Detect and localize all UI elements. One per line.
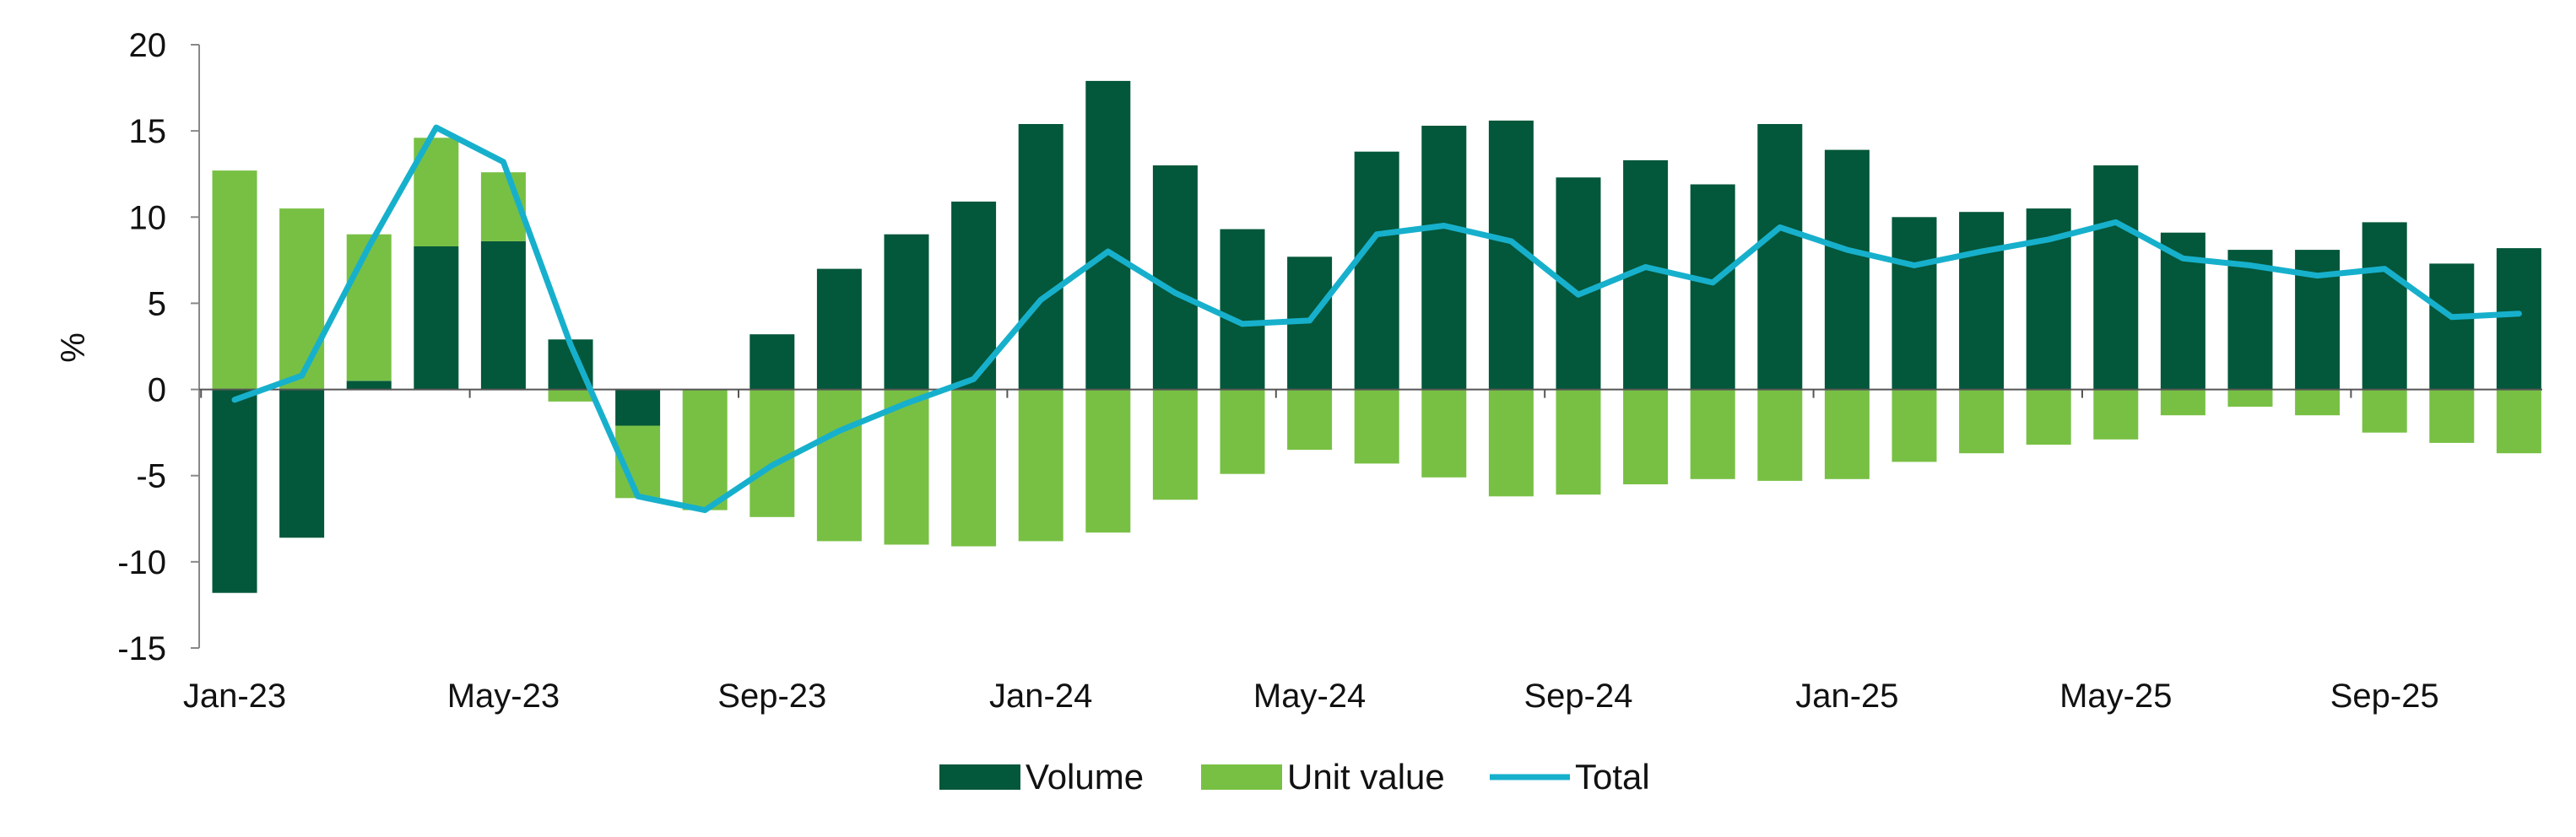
y-axis-title: % (55, 332, 92, 363)
x-tick-label: Sep-23 (717, 678, 826, 715)
x-tick-label: May-23 (447, 678, 560, 715)
y-tick-label: 0 (148, 372, 166, 409)
bar-unit-value-may-24 (1287, 389, 1333, 451)
bar-unit-value-oct-23 (816, 389, 862, 542)
bar-unit-value-jun-23 (548, 389, 593, 402)
bar-unit-value-may-25 (2093, 389, 2139, 440)
legend-label-total: Total (1575, 757, 1650, 796)
bar-unit-value-sep-25 (2362, 389, 2407, 433)
bar-volume-feb-24 (1085, 80, 1131, 390)
bar-volume-jan-24 (1018, 124, 1063, 390)
bar-volume-oct-25 (2429, 263, 2475, 390)
legend: Volume Unit value Total (939, 757, 1650, 796)
x-tick-label: Sep-24 (1524, 678, 1633, 715)
legend-swatch-volume (939, 764, 1020, 790)
y-tick-label: 10 (129, 199, 167, 236)
x-tick-label: May-24 (1253, 678, 1366, 715)
bar-volume-mar-23 (346, 381, 392, 390)
bar-unit-value-jul-25 (2227, 389, 2273, 407)
bar-volume-jul-24 (1421, 126, 1467, 390)
axes-layer: 20 15 10 5 0 -5 -10 -15 Jan-23 May-23 Sep-23 Jan-24… (117, 27, 2542, 715)
bar-unit-value-jan-24 (1018, 389, 1063, 542)
bar-unit-value-aug-23 (682, 389, 728, 510)
bar-unit-value-nov-23 (884, 389, 929, 545)
x-tick-label: Sep-25 (2330, 678, 2439, 715)
bar-volume-jul-25 (2227, 250, 2273, 390)
bar-unit-value-nov-24 (1690, 389, 1735, 479)
bar-unit-value-jun-25 (2160, 389, 2205, 416)
bar-volume-jan-25 (1824, 149, 1870, 390)
bar-volume-sep-25 (2362, 222, 2407, 390)
bar-unit-value-sep-24 (1556, 389, 1601, 495)
bar-volume-mar-24 (1152, 165, 1198, 390)
y-tick-label: 20 (129, 27, 167, 64)
y-tick-label: -15 (117, 630, 166, 667)
legend-swatch-unit-value (1201, 764, 1282, 790)
bar-volume-apr-24 (1220, 229, 1265, 390)
bar-volume-jan-23 (212, 389, 257, 593)
y-tick-label: -10 (117, 544, 166, 581)
bar-unit-value-sep-23 (750, 389, 795, 517)
x-tick-label: Jan-25 (1795, 678, 1898, 715)
bar-volume-feb-25 (1891, 217, 1937, 390)
line-layer (231, 124, 2522, 514)
x-tick-label: Jan-24 (989, 678, 1092, 715)
bar-volume-jun-24 (1354, 151, 1399, 390)
bar-unit-value-feb-23 (279, 208, 325, 390)
bar-unit-value-mar-23 (346, 234, 392, 381)
bar-volume-nov-24 (1690, 184, 1735, 390)
bar-unit-value-aug-24 (1488, 389, 1534, 497)
bar-unit-value-nov-25 (2496, 389, 2541, 454)
bar-unit-value-feb-25 (1891, 389, 1937, 462)
bar-unit-value-jan-23 (212, 170, 257, 390)
y-tick-label: -5 (136, 458, 166, 495)
bar-unit-value-apr-24 (1220, 389, 1265, 474)
bar-unit-value-feb-24 (1085, 389, 1131, 533)
bar-volume-nov-25 (2496, 248, 2541, 390)
bar-volume-nov-23 (884, 234, 929, 390)
bar-unit-value-mar-25 (1959, 389, 2005, 454)
bar-volume-sep-23 (750, 334, 795, 390)
x-tick-label: Jan-23 (183, 678, 286, 715)
bars-layer (212, 80, 2541, 593)
legend-label-unit-value: Unit value (1287, 757, 1445, 796)
bar-unit-value-oct-25 (2429, 389, 2475, 443)
bar-volume-jul-23 (615, 389, 661, 426)
bar-unit-value-jan-25 (1824, 389, 1870, 479)
bar-unit-value-jun-24 (1354, 389, 1399, 464)
bar-volume-dec-24 (1757, 124, 1803, 390)
y-tick-label: 5 (148, 285, 166, 322)
bar-unit-value-jul-24 (1421, 389, 1467, 478)
y-tick-label: 15 (129, 113, 167, 150)
bar-volume-may-23 (480, 240, 526, 390)
bar-unit-value-mar-24 (1152, 389, 1198, 500)
line-total (231, 124, 2522, 514)
bar-volume-feb-23 (279, 389, 325, 538)
bar-volume-mar-25 (1959, 212, 2005, 390)
bar-unit-value-dec-23 (951, 389, 997, 547)
bar-unit-value-apr-25 (2026, 389, 2071, 445)
bar-volume-may-25 (2093, 165, 2139, 390)
x-tick-label: May-25 (2059, 678, 2172, 715)
bar-volume-oct-23 (816, 268, 862, 390)
bar-unit-value-dec-24 (1757, 389, 1803, 481)
bar-unit-value-aug-25 (2295, 389, 2341, 416)
bar-unit-value-oct-24 (1623, 389, 1669, 484)
legend-label-volume: Volume (1026, 757, 1144, 796)
bar-volume-apr-23 (414, 246, 459, 390)
